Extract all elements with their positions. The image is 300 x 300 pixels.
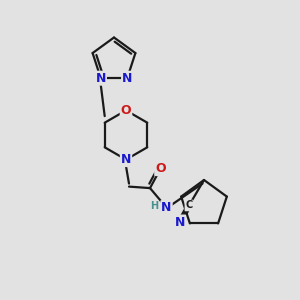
Text: N: N xyxy=(161,201,172,214)
Text: N: N xyxy=(175,215,185,229)
Text: O: O xyxy=(121,104,131,117)
Text: O: O xyxy=(155,162,166,175)
Text: C: C xyxy=(185,200,193,211)
Text: H: H xyxy=(150,201,158,211)
Text: N: N xyxy=(122,72,132,85)
Text: N: N xyxy=(121,153,131,166)
Text: N: N xyxy=(96,72,106,85)
